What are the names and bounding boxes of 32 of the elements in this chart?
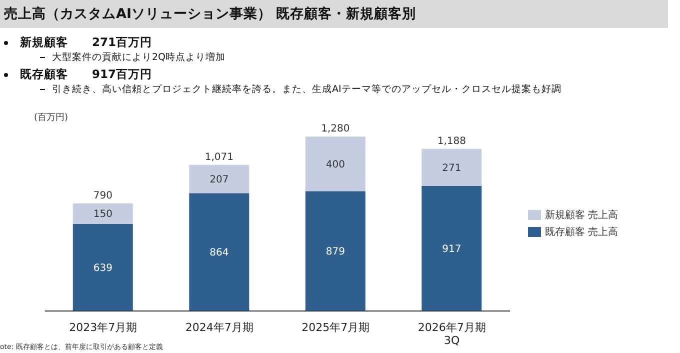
bar xyxy=(422,148,482,186)
bar xyxy=(72,203,133,224)
legend-label: 新規顧客 売上高 xyxy=(545,208,618,222)
bar xyxy=(305,191,366,311)
data-label: 864 xyxy=(210,248,229,259)
bar xyxy=(305,136,366,192)
bar xyxy=(189,164,250,194)
data-label: 271 xyxy=(442,162,462,174)
bar xyxy=(422,186,482,311)
data-label: 639 xyxy=(93,262,112,274)
text: 大型案件の貢献により2Q時点より増加 xyxy=(51,50,227,65)
text: 既存顧客 917百万円 xyxy=(19,66,154,82)
data-label: 150 xyxy=(93,209,112,220)
total-label: 1,071 xyxy=(204,152,234,163)
chart-title: 売上高（カスタムAIソリューション事業） 既存顧客・新規顧客別 xyxy=(0,0,668,28)
data-label: 207 xyxy=(210,174,229,186)
x-tick-label: 2024年7月期 xyxy=(185,321,254,334)
x-tick-label: 2026年7月期 3Q xyxy=(418,321,486,347)
x-tick-label: 2023年7月期 xyxy=(69,321,138,334)
x-tick-label: 2025年7月期 xyxy=(302,321,370,334)
bar xyxy=(189,193,250,311)
data-label: 879 xyxy=(326,246,345,258)
total-label: 1,280 xyxy=(321,124,350,135)
data-label: 917 xyxy=(442,244,462,255)
legend-label: 既存顧客 売上高 xyxy=(545,226,618,239)
total-label: 790 xyxy=(93,190,112,202)
total-label: 1,188 xyxy=(437,136,466,147)
data-label: 400 xyxy=(326,159,345,170)
text: 新規顧客 271百万円 xyxy=(19,34,154,50)
y-axis-title: (百万円) xyxy=(34,112,68,124)
text: 引き続き、高い信頼とプロジェクト継続率を誇る。また、生成AIテーマ等でのアップセル・クロスセル提案も好調 xyxy=(51,83,562,97)
bar xyxy=(72,224,133,311)
